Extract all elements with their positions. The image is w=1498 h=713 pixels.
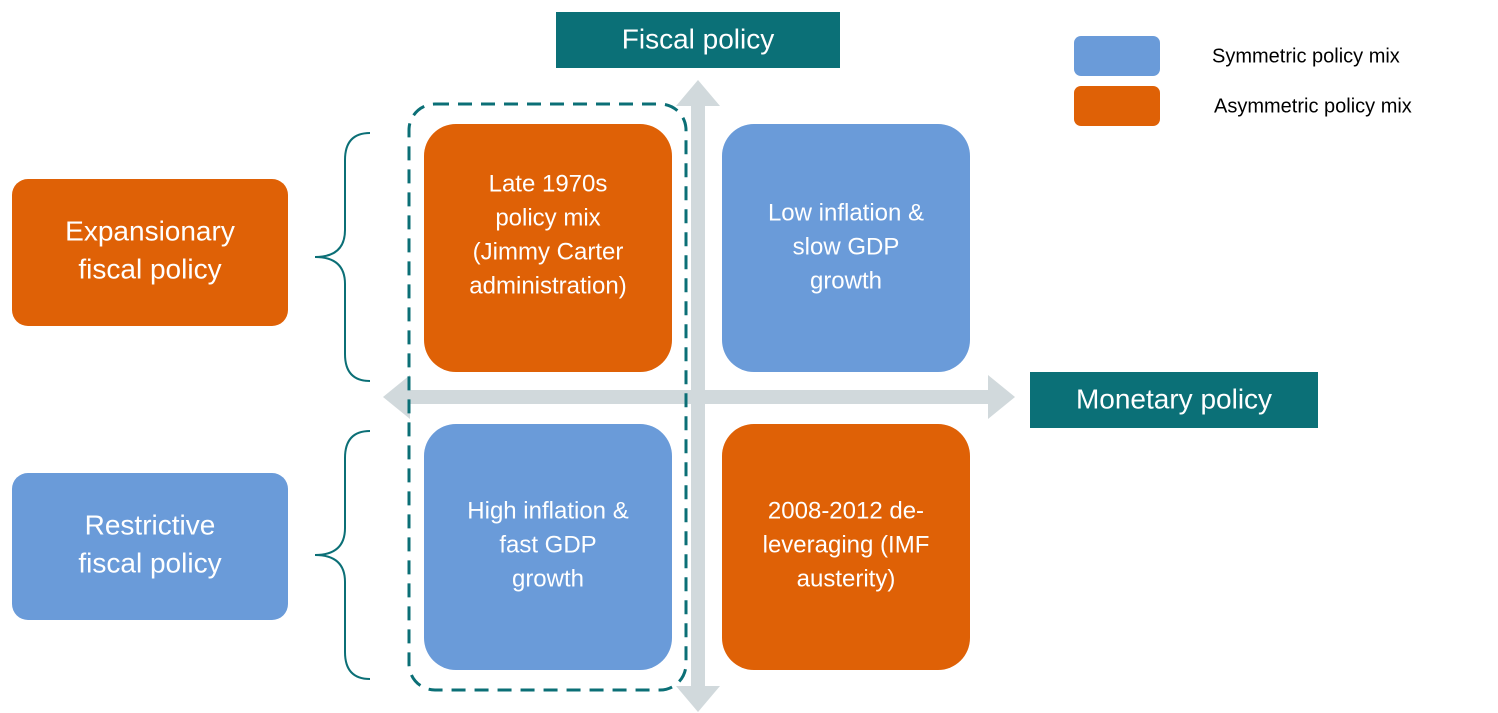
side-label: fiscal policy (78, 547, 221, 578)
quadrant-label: High inflation & (467, 497, 628, 524)
quadrant-label: fast GDP (499, 531, 596, 558)
brace (314, 132, 371, 382)
quadrant-label: growth (512, 565, 584, 592)
quadrant (722, 424, 970, 670)
legend-swatch (1074, 36, 1160, 76)
quadrant-label: leveraging (IMF (763, 531, 930, 558)
side-box (12, 179, 288, 326)
side-label: Restrictive (85, 509, 216, 540)
axis-label-box (556, 12, 840, 68)
quadrant-label: policy mix (495, 204, 600, 231)
legend-swatch (1074, 86, 1160, 126)
axis-label: Monetary policy (1076, 383, 1272, 414)
side-box (12, 473, 288, 620)
brace (314, 430, 371, 680)
horizontal-axis (405, 390, 993, 404)
arrow-head (676, 80, 720, 106)
quadrant-label: Low inflation & (768, 199, 924, 226)
arrow-head (676, 686, 720, 712)
quadrant (722, 124, 970, 372)
legend-label: Symmetric policy mix (1212, 45, 1400, 67)
arrow-head (383, 375, 410, 419)
highlight-outline (407, 102, 688, 692)
side-label: Expansionary (65, 215, 235, 246)
quadrant-label: growth (810, 267, 882, 294)
quadrant (424, 424, 672, 670)
quadrant-label: administration) (469, 272, 626, 299)
axis-label: Fiscal policy (622, 23, 774, 54)
side-label: fiscal policy (78, 253, 221, 284)
quadrant-label: (Jimmy Carter (473, 238, 624, 265)
quadrant-label: 2008-2012 de- (768, 497, 924, 524)
arrow-head (988, 375, 1015, 419)
quadrant-label: Late 1970s (489, 170, 608, 197)
axis-label-box (1030, 372, 1318, 428)
quadrant (424, 124, 672, 372)
quadrant-label: austerity) (797, 565, 896, 592)
legend-label: Asymmetric policy mix (1214, 95, 1412, 117)
quadrant-label: slow GDP (793, 233, 900, 260)
